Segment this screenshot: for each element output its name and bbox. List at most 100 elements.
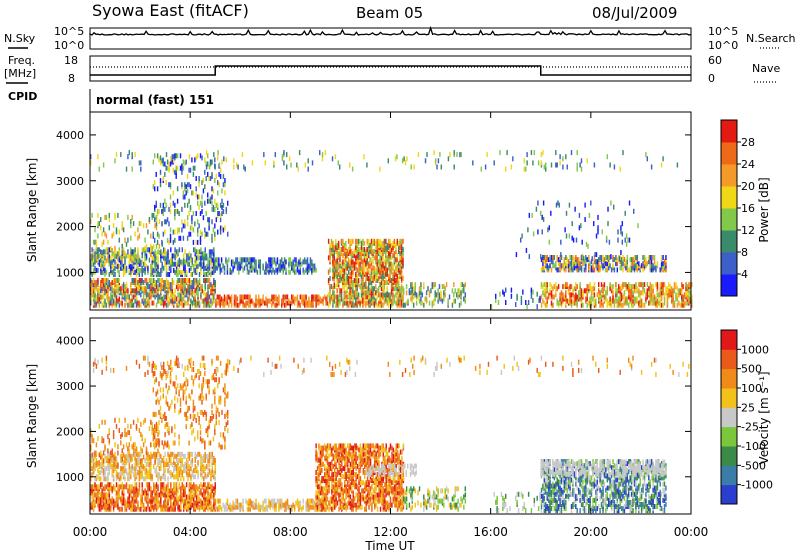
range-cell xyxy=(131,496,133,502)
range-cell xyxy=(120,300,122,306)
range-cell xyxy=(347,238,350,244)
range-cell xyxy=(135,294,138,300)
range-cell xyxy=(396,257,399,263)
range-cell xyxy=(183,278,185,283)
range-cell xyxy=(110,255,112,261)
range-cell xyxy=(184,290,186,296)
range-cell xyxy=(365,275,367,281)
range-cell xyxy=(638,261,640,267)
range-cell xyxy=(345,263,347,269)
range-cell xyxy=(215,173,218,179)
range-cell xyxy=(337,160,340,166)
range-cell xyxy=(532,160,534,166)
range-cell xyxy=(221,188,223,194)
range-cell xyxy=(130,302,132,308)
range-cell xyxy=(402,238,404,244)
range-cell xyxy=(165,278,168,283)
range-cell xyxy=(114,245,116,251)
range-cell xyxy=(653,255,656,260)
range-cell xyxy=(224,225,226,231)
range-cell xyxy=(315,302,317,308)
range-cell xyxy=(221,204,223,210)
range-cell xyxy=(375,298,377,304)
range-cell xyxy=(343,284,346,290)
range-cell xyxy=(550,210,552,216)
range-cell xyxy=(135,257,138,263)
range-cell xyxy=(108,504,111,510)
range-cell xyxy=(219,298,221,304)
range-cell xyxy=(183,282,185,288)
range-cell xyxy=(154,484,156,490)
range-cell xyxy=(190,298,192,304)
range-cell xyxy=(255,259,257,265)
range-cell xyxy=(117,288,119,294)
range-cell xyxy=(163,482,165,488)
range-cell xyxy=(665,255,667,260)
range-cell xyxy=(178,494,181,500)
range-cell xyxy=(337,265,340,271)
range-cell xyxy=(472,160,474,166)
range-cell xyxy=(108,225,111,231)
range-cell xyxy=(249,302,252,308)
range-cell xyxy=(141,269,143,275)
range-cell xyxy=(107,458,109,463)
range-cell xyxy=(150,490,152,496)
range-cell xyxy=(141,259,143,265)
range-cell xyxy=(360,265,363,271)
range-cell xyxy=(177,267,179,273)
range-cell xyxy=(92,292,95,298)
range-cell xyxy=(560,252,562,258)
range-cell xyxy=(131,214,133,220)
range-cell xyxy=(281,302,283,308)
range-cell xyxy=(233,294,236,300)
range-cell xyxy=(559,160,561,166)
range-cell xyxy=(333,245,336,250)
range-cell xyxy=(128,494,131,500)
range-cell xyxy=(114,278,116,283)
range-cell xyxy=(516,293,518,299)
range-cell xyxy=(268,269,270,275)
range-cell xyxy=(251,160,254,166)
range-cell xyxy=(167,300,169,306)
range-cell xyxy=(459,152,461,158)
range-cell xyxy=(368,286,370,292)
range-cell xyxy=(576,257,578,263)
range-cell xyxy=(681,282,683,288)
range-cell xyxy=(131,256,133,262)
range-cell xyxy=(628,294,630,300)
range-cell xyxy=(140,221,142,227)
range-cell xyxy=(327,238,330,244)
range-cell xyxy=(262,263,264,269)
range-cell xyxy=(669,284,671,290)
range-cell xyxy=(150,267,152,273)
range-cell xyxy=(215,302,217,308)
range-cell xyxy=(105,492,108,498)
range-cell xyxy=(330,251,333,257)
power-colorbar-label: Power [dB] xyxy=(757,177,771,242)
range-cell xyxy=(174,153,176,159)
range-cell xyxy=(182,190,185,196)
range-cell xyxy=(125,500,128,506)
range-cell xyxy=(642,290,644,296)
range-cell xyxy=(623,296,626,302)
range-cell xyxy=(117,263,119,269)
range-cell xyxy=(590,265,593,271)
range-cell xyxy=(191,284,194,290)
range-cell xyxy=(265,296,267,302)
range-cell xyxy=(249,261,252,267)
range-cell xyxy=(197,239,199,245)
range-cell xyxy=(199,153,202,159)
range-cell xyxy=(565,300,567,306)
range-cell xyxy=(586,296,588,302)
range-cell xyxy=(345,290,347,296)
range-cell xyxy=(527,300,530,305)
range-cell xyxy=(557,261,560,267)
range-cell xyxy=(205,263,208,269)
range-cell xyxy=(686,290,689,296)
range-cell xyxy=(112,288,115,294)
range-cell xyxy=(202,215,205,221)
range-cell xyxy=(190,253,192,259)
range-cell xyxy=(216,300,219,306)
range-cell xyxy=(628,237,631,243)
range-cell xyxy=(147,298,149,304)
